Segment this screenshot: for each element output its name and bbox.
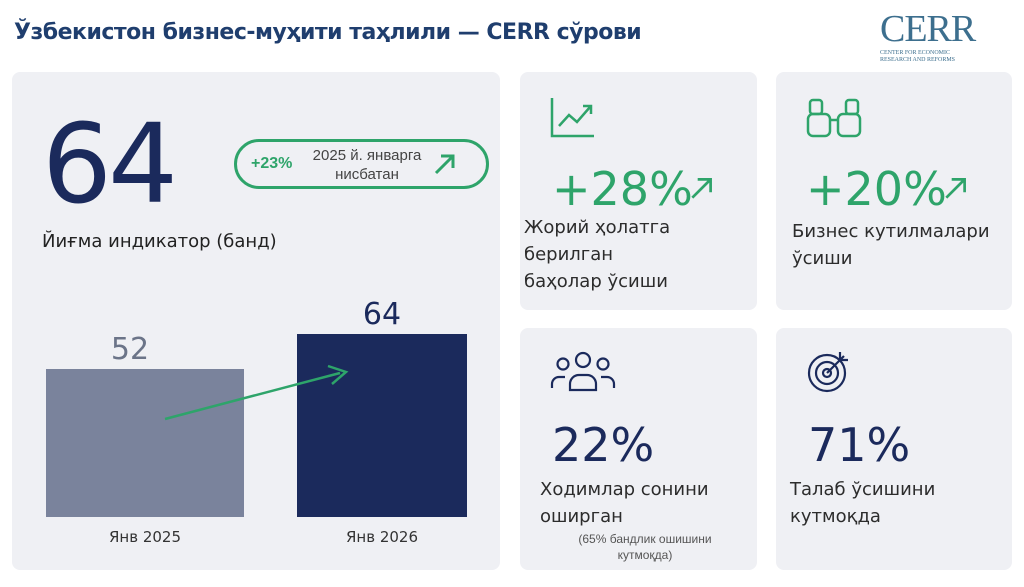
badge-text-line1: 2025 й. январга xyxy=(312,147,422,164)
card-label: оширган xyxy=(540,506,623,527)
people-icon xyxy=(550,351,616,392)
card-note: (65% бандлик ошишини xyxy=(578,532,712,546)
card-value: +20% xyxy=(806,162,947,216)
target-icon xyxy=(807,352,848,393)
bar-2 xyxy=(297,334,467,517)
card-note: кутмоқда) xyxy=(617,548,673,562)
bar-chart: 52 Янв 2025 64 Янв 2026 xyxy=(46,297,467,546)
card-value: +28% xyxy=(552,162,693,216)
card-label: кутмоқда xyxy=(790,506,881,527)
growth-arrow xyxy=(164,364,349,421)
main-indicator-card: 64 Йиғма индикатор (банд) +23% 2025 й. я… xyxy=(12,72,500,570)
card-value: 22% xyxy=(552,418,655,472)
card-label: Ходимлар сонини xyxy=(540,479,709,500)
card-label: Бизнес кутилмалари xyxy=(792,221,990,242)
card-label: Талаб ўсишини xyxy=(790,479,936,500)
card-business-expectations: +20% Бизнес кутилмалари ўсиши xyxy=(776,72,1012,310)
bar-1 xyxy=(46,369,244,517)
card-value: 71% xyxy=(808,418,911,472)
indicator-label: Йиғма индикатор (банд) xyxy=(42,231,277,252)
change-badge: +23% 2025 й. январга нисбатан xyxy=(234,139,489,189)
page-title: Ўзбекистон бизнес-муҳити таҳлили — CERR … xyxy=(14,20,642,45)
indicator-value: 64 xyxy=(42,100,178,228)
cerr-logo: CERR Center for Economic Research and Re… xyxy=(880,8,976,63)
card-demand: 71% Талаб ўсишини кутмоқда xyxy=(776,328,1012,570)
bar-value-label: 52 xyxy=(111,332,149,367)
bar-value-label: 64 xyxy=(363,297,401,332)
arrow-up-right-icon xyxy=(434,154,455,175)
line-chart-icon xyxy=(550,98,594,138)
category-label: Янв 2025 xyxy=(109,528,181,546)
arrow-up-right-icon xyxy=(945,178,966,199)
card-label: баҳолар ўсиши xyxy=(524,271,668,292)
binoculars-icon xyxy=(806,98,862,138)
badge-text-line2: нисбатан xyxy=(335,166,399,183)
card-employees: 22% Ходимлар сонини оширган (65% бандлик… xyxy=(520,328,757,570)
card-label: Жорий ҳолатга берилган xyxy=(524,217,671,265)
card-label: ўсиши xyxy=(792,248,853,269)
arrow-up-right-icon xyxy=(691,178,712,199)
badge-percent: +23% xyxy=(251,155,293,172)
category-label: Янв 2026 xyxy=(346,528,418,546)
card-current-assessment: +28% Жорий ҳолатга берилган баҳолар ўсиш… xyxy=(520,72,757,310)
